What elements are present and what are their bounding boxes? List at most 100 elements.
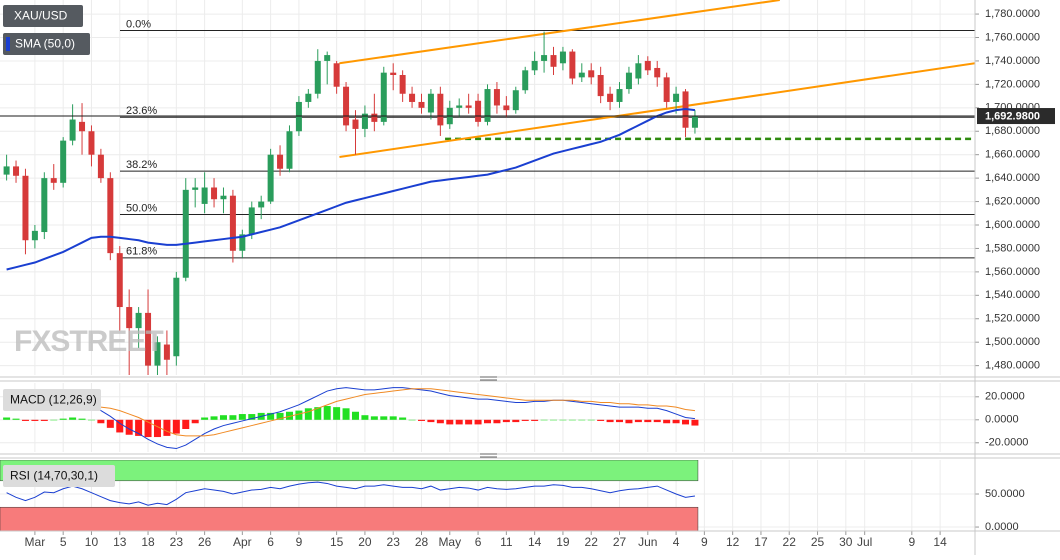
candle-body xyxy=(437,93,444,126)
macd-histogram-bar xyxy=(201,417,209,420)
candle-body xyxy=(493,89,500,106)
candle-body xyxy=(352,119,359,129)
candle-body xyxy=(60,140,67,183)
macd-histogram-bar xyxy=(31,419,39,421)
fib-label: 0.0% xyxy=(126,18,151,30)
candle-body xyxy=(286,131,293,169)
candle-body xyxy=(324,55,331,61)
x-tick-label: 15 xyxy=(330,535,344,549)
x-tick-label: 6 xyxy=(267,535,274,549)
candle-body xyxy=(229,195,236,251)
x-tick-label: 30 xyxy=(839,535,853,549)
macd-histogram-bar xyxy=(182,419,190,429)
oversold-zone xyxy=(0,506,699,531)
y-tick-label: 1,580.0000 xyxy=(985,242,1040,254)
candle-body xyxy=(625,72,632,90)
candle-body xyxy=(314,60,321,94)
macd-histogram-bar xyxy=(380,416,388,420)
candle-body xyxy=(691,116,698,128)
candle-body xyxy=(277,154,284,169)
symbol-label: XAU/USD xyxy=(14,9,68,23)
macd-histogram-bar xyxy=(248,414,256,420)
candle-body xyxy=(3,166,10,175)
x-tick-label: May xyxy=(438,535,461,549)
candle-body xyxy=(550,55,557,67)
macd-histogram-bar xyxy=(521,419,529,421)
macd-histogram-bar xyxy=(219,415,227,420)
candle-body xyxy=(512,90,519,111)
candle-body xyxy=(135,312,142,329)
x-tick-label: Jul xyxy=(857,535,872,549)
candle-body xyxy=(475,100,482,122)
candle-body xyxy=(597,75,604,97)
macd-histogram-bar xyxy=(474,419,482,425)
macd-histogram-bar xyxy=(568,419,576,421)
x-tick-label: 18 xyxy=(141,535,155,549)
candle-body xyxy=(305,93,312,102)
candle-body xyxy=(578,72,585,78)
macd-histogram-bar xyxy=(314,407,322,420)
candle-body xyxy=(267,154,274,202)
candle-body xyxy=(361,113,368,129)
macd-histogram-bar xyxy=(653,419,661,423)
macd-histogram-bar xyxy=(135,419,143,436)
symbol-box[interactable] xyxy=(3,5,83,27)
macd-histogram-bar xyxy=(172,419,180,434)
y-tick-label: -20.0000 xyxy=(985,437,1028,449)
y-tick-label: 1,520.0000 xyxy=(985,313,1040,325)
candle-body xyxy=(541,55,548,61)
macd-histogram-bar xyxy=(484,419,491,424)
fib-label: 38.2% xyxy=(126,159,157,171)
indicator-title: RSI (14,70,30,1) xyxy=(10,469,98,483)
last-price-label: 1,692.9800 xyxy=(985,110,1040,122)
candle-body xyxy=(531,60,538,71)
macd-histogram-bar xyxy=(342,408,350,420)
indicator-box[interactable] xyxy=(3,389,101,411)
candle-body xyxy=(258,201,265,208)
macd-histogram-bar xyxy=(682,419,690,425)
macd-histogram-bar xyxy=(210,416,218,420)
candle-body xyxy=(173,277,180,357)
x-tick-label: 13 xyxy=(113,535,127,549)
trendline xyxy=(339,62,975,159)
macd-histogram-bar xyxy=(323,406,331,420)
x-tick-label: 4 xyxy=(673,535,680,549)
y-tick-label: 1,640.0000 xyxy=(985,172,1040,184)
macd-histogram-bar xyxy=(436,419,444,424)
fib-label: 61.8% xyxy=(126,246,157,258)
candle-body xyxy=(97,154,104,179)
indicator-box[interactable] xyxy=(3,33,90,55)
x-tick-label: 28 xyxy=(415,535,429,549)
overlay-layer: FXSTREET XAU/USD SMA (50,0) MACD (12,26,… xyxy=(3,5,1055,549)
fib-label: 23.6% xyxy=(126,105,157,117)
x-tick-label: Apr xyxy=(233,535,252,549)
macd-histogram-bar xyxy=(370,416,378,420)
macd-histogram-bar xyxy=(69,417,77,420)
macd-histogram-bar xyxy=(663,419,671,424)
x-tick-label: 17 xyxy=(754,535,768,549)
macd-histogram-bar xyxy=(304,408,312,420)
candle-body xyxy=(399,75,406,94)
macd-histogram-bar xyxy=(606,419,614,423)
x-tick-label: 6 xyxy=(475,535,482,549)
macd-histogram-bar xyxy=(40,419,48,421)
macd-histogram-bar xyxy=(285,411,293,420)
x-tick-label: 14 xyxy=(528,535,542,549)
candle-body xyxy=(22,175,29,241)
candle-body xyxy=(211,187,218,200)
candle-body xyxy=(409,93,416,102)
x-tick-label: 10 xyxy=(85,535,99,549)
macd-histogram-bar xyxy=(540,419,548,421)
macd-panel xyxy=(3,387,699,450)
fib-label: 50.0% xyxy=(126,202,157,214)
indicator-box[interactable] xyxy=(3,465,115,487)
overbought-zone xyxy=(0,460,699,482)
y-tick-label: 20.0000 xyxy=(985,391,1025,403)
candle-body xyxy=(163,344,170,360)
candle-body xyxy=(69,119,76,141)
candle-body xyxy=(220,195,227,200)
y-tick-label: 1,760.0000 xyxy=(985,31,1040,43)
watermark: FXSTREET xyxy=(14,325,163,358)
candle-body xyxy=(616,89,623,102)
